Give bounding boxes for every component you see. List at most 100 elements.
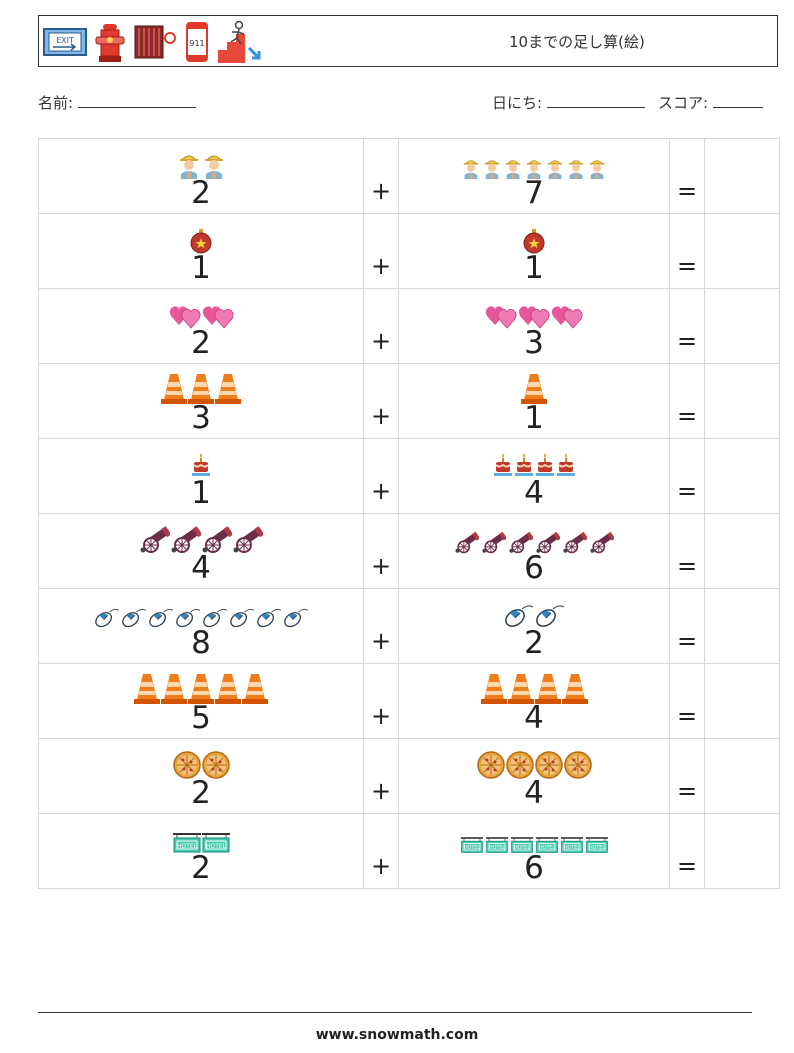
date-label: 日にち: [492, 94, 543, 112]
plus-sign: + [370, 852, 392, 880]
computer-mouse-icon [504, 603, 534, 629]
cannon-icon [140, 526, 170, 554]
first-addend-cell: 2 [38, 288, 364, 364]
equals-cell: = [669, 363, 705, 439]
name-blank[interactable] [77, 93, 196, 108]
fire-hose-reel-icon [134, 25, 176, 59]
first-addend-cell: 5 [38, 663, 364, 739]
worksheet-header: EXIT 911 10までの足し算(絵) [38, 15, 778, 67]
second-addend-cell: 4 [398, 663, 670, 739]
answer-cell[interactable] [704, 138, 780, 214]
first-addend-number: 2 [191, 775, 211, 811]
first-addend-cell: 3 [38, 363, 364, 439]
equals-cell: = [669, 138, 705, 214]
second-addend-cell: 1 [398, 213, 670, 289]
second-addend-number: 3 [524, 325, 544, 361]
second-addend-number: 1 [524, 400, 544, 436]
equals-sign: = [676, 777, 698, 805]
plus-cell: + [363, 663, 399, 739]
header-icons: EXIT 911 [43, 20, 263, 64]
cake-icon [535, 451, 555, 479]
answer-cell[interactable] [704, 813, 780, 889]
cannon-icon [508, 531, 533, 554]
first-addend-number: 8 [191, 625, 211, 661]
traffic-cone-icon [561, 672, 588, 704]
name-label: 名前: [38, 94, 74, 112]
answer-cell[interactable] [704, 588, 780, 664]
answer-cell[interactable] [704, 513, 780, 589]
equals-cell: = [669, 288, 705, 364]
hotel-sign-icon: HOTEL [560, 836, 583, 854]
pizza-icon [172, 751, 201, 779]
second-addend-pictures [399, 739, 669, 779]
firefighter-icon [461, 157, 480, 179]
firefighter-icon [503, 157, 522, 179]
answer-cell[interactable] [704, 438, 780, 514]
answer-cell[interactable] [704, 213, 780, 289]
first-addend-pictures [39, 139, 363, 179]
firefighter-icon [524, 157, 543, 179]
first-addend-cell: 8 [38, 588, 364, 664]
svg-text:HOTEL: HOTEL [176, 843, 197, 850]
traffic-cone-icon [242, 672, 268, 704]
first-addend-cell: 1 [38, 438, 364, 514]
answer-cell[interactable] [704, 738, 780, 814]
cake-icon [514, 451, 534, 479]
plus-cell: + [363, 588, 399, 664]
second-addend-cell: 4 [398, 438, 670, 514]
hearts-icon [518, 301, 550, 329]
problem-row: 2 +3 = [38, 288, 780, 364]
first-addend-number: 2 [191, 850, 211, 886]
first-addend-pictures [39, 589, 363, 629]
score-blank[interactable] [712, 93, 763, 108]
name-field: 名前: [38, 92, 196, 113]
first-addend-pictures [39, 514, 363, 554]
plus-sign: + [370, 177, 392, 205]
first-addend-number: 1 [191, 250, 211, 286]
pizza-icon [534, 751, 563, 779]
answer-cell[interactable] [704, 363, 780, 439]
svg-text:HOTEL: HOTEL [513, 845, 529, 851]
problem-row: 3 +1 = [38, 363, 780, 439]
second-addend-number: 7 [524, 175, 544, 211]
date-blank[interactable] [546, 93, 645, 108]
second-addend-number: 4 [524, 700, 544, 736]
second-addend-cell: 7 [398, 138, 670, 214]
svg-text:HOTEL: HOTEL [205, 843, 226, 850]
equals-sign: = [676, 477, 698, 505]
first-addend-pictures [39, 439, 363, 479]
second-addend-cell: 3 [398, 288, 670, 364]
plus-cell: + [363, 738, 399, 814]
problem-row: 1 +1 = [38, 213, 780, 289]
cannon-icon [454, 531, 479, 554]
svg-text:911: 911 [189, 39, 204, 48]
first-addend-pictures [39, 364, 363, 404]
second-addend-pictures [399, 514, 669, 554]
cannon-icon [535, 531, 560, 554]
firefighter-icon [566, 157, 585, 179]
cannon-icon [233, 526, 263, 554]
equals-sign: = [676, 627, 698, 655]
equals-cell: = [669, 663, 705, 739]
first-addend-number: 4 [191, 550, 211, 586]
answer-cell[interactable] [704, 663, 780, 739]
traffic-cone-icon [534, 672, 561, 704]
computer-mouse-icon [175, 607, 201, 629]
first-addend-pictures [39, 664, 363, 704]
cake-icon [556, 451, 576, 479]
cannon-icon [481, 531, 506, 554]
second-addend-pictures [399, 664, 669, 704]
answer-cell[interactable] [704, 288, 780, 364]
computer-mouse-icon [256, 607, 282, 629]
problem-row: 8 +2 = [38, 588, 780, 664]
plus-sign: + [370, 402, 392, 430]
computer-mouse-icon [148, 607, 174, 629]
first-addend-pictures [39, 739, 363, 779]
first-addend-cell: 2 [38, 738, 364, 814]
second-addend-cell: 2 [398, 588, 670, 664]
second-addend-number: 1 [524, 250, 544, 286]
problem-row: 2 +7 = [38, 138, 780, 214]
first-addend-cell: HOTEL HOTEL 2 [38, 813, 364, 889]
first-addend-number: 2 [191, 175, 211, 211]
first-addend-number: 2 [191, 325, 211, 361]
